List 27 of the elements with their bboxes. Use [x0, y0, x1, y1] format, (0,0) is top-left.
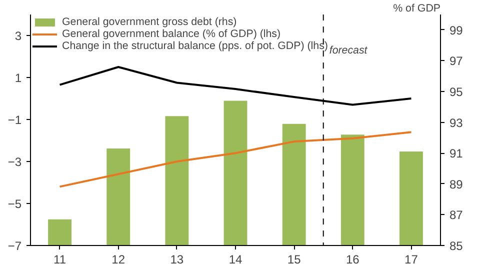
y2-tick-label: 93 [450, 116, 464, 130]
x-tick-label: 11 [54, 252, 66, 266]
y-tick-label: 3 [14, 29, 22, 43]
y-tick-label: −1 [8, 113, 22, 127]
ref-line-label: forecast [329, 44, 368, 56]
y-tick-label: −7 [8, 239, 22, 253]
y2-tick-label: 97 [450, 54, 464, 68]
y2-tick-label: 87 [450, 208, 464, 222]
x-tick-label: 17 [404, 252, 418, 266]
y-tick-label: 1 [14, 71, 22, 85]
line-series [58, 131, 412, 188]
x-tick-label: 12 [112, 252, 126, 266]
x-tick-label: 14 [228, 252, 242, 266]
y2-tick-label: 99 [450, 23, 464, 38]
x-tick-label: 13 [170, 252, 184, 266]
y2-tick-label: 89 [450, 177, 464, 192]
y2-tick-label: 91 [450, 146, 464, 161]
y2-axis-title: % of GDP [393, 2, 441, 14]
x-tick-label: 16 [346, 252, 360, 266]
legend-label: Change in the structural balance (pps. of pot. GDP) (lhs) [62, 40, 328, 52]
y2-tick-label: 85 [450, 239, 464, 253]
y-tick-label: −3 [8, 155, 22, 169]
legend-label: General government gross debt (rhs) [62, 16, 237, 28]
legend-label: General government balance (% of GDP) (lhs) [62, 28, 281, 40]
x-tick-label: 15 [287, 252, 302, 266]
y-tick-label: −5 [8, 197, 22, 211]
y2-tick-label: 95 [450, 85, 464, 99]
